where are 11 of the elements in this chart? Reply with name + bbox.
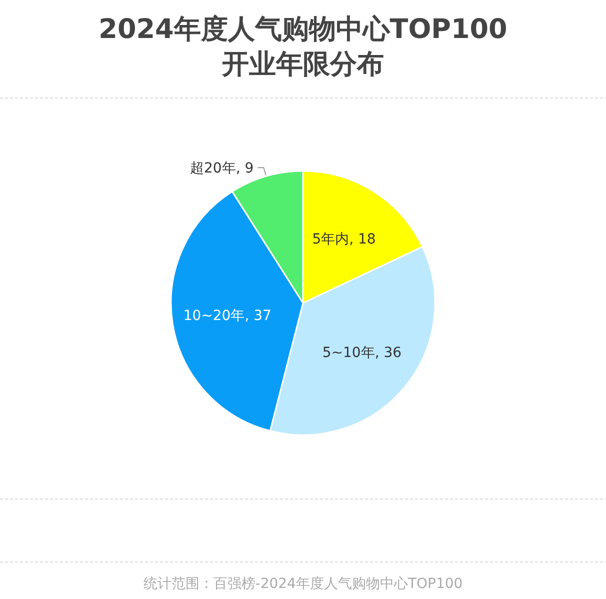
value-label: , 9 [236, 160, 254, 177]
value-label: , 36 [374, 344, 402, 361]
category-label: 超20年 [190, 160, 236, 177]
title: 2024年度人气购物中心TOP100 [98, 14, 508, 45]
category-label: 5~10年 [322, 344, 375, 361]
category-label: 10~20年 [183, 308, 245, 324]
value-label: , 18 [349, 231, 376, 248]
value-label: , 37 [244, 308, 272, 324]
title: 开业年限分布 [222, 49, 384, 80]
category-label: 5年内 [312, 231, 350, 248]
annotation: 统计范围：百强榜-2024年度人气购物中心TOP100 [143, 576, 463, 592]
